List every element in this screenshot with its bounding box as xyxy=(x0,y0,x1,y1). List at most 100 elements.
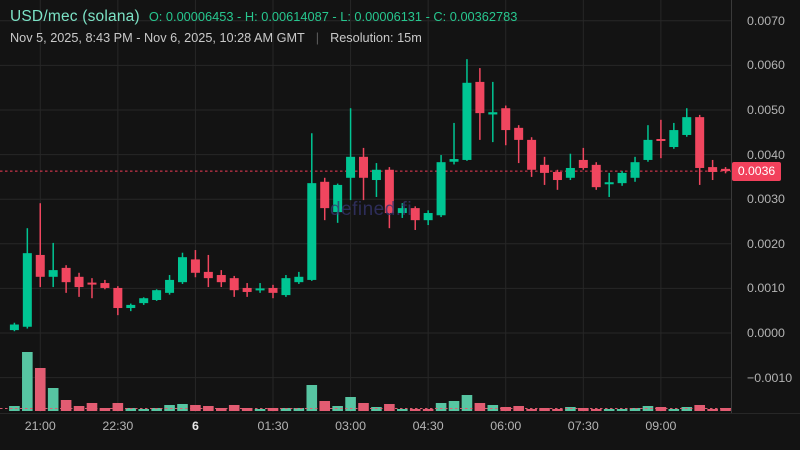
price-axis-label: 0.0000 xyxy=(747,326,785,340)
candle-body xyxy=(617,172,627,184)
volume-bar xyxy=(99,408,111,411)
time-axis[interactable]: 21:00 22:30 6 01:30 03:00 04:30 06:00 07:30 09:0… xyxy=(0,413,800,450)
candle-body xyxy=(708,167,718,172)
candle-body xyxy=(527,139,537,170)
volume-bar xyxy=(397,409,408,411)
chart-header: USD/mec (solana) O: 0.00006453 - H: 0.00… xyxy=(10,8,517,45)
watermark-text: defined.fi xyxy=(330,199,412,220)
volume-bar xyxy=(280,408,292,411)
candle-body xyxy=(74,276,84,288)
volume-bar xyxy=(319,401,331,411)
price-axis-label: 0.0040 xyxy=(747,147,785,162)
candle-body xyxy=(475,81,485,114)
volume-bar xyxy=(616,409,628,411)
volume-bar xyxy=(9,406,20,411)
candle-body xyxy=(203,271,213,279)
candle-body xyxy=(152,290,162,300)
candle-body xyxy=(565,167,575,178)
candle-body xyxy=(346,156,356,178)
volume-bar xyxy=(151,408,162,411)
candle-body xyxy=(552,171,562,181)
time-axis-label: 21:00 xyxy=(24,419,56,433)
volume-bar xyxy=(112,403,124,411)
volume-bar xyxy=(138,409,149,411)
volume-bar xyxy=(293,408,305,411)
volume-bar xyxy=(384,404,395,411)
time-axis-label: 06:00 xyxy=(490,419,522,433)
candle-body xyxy=(630,162,640,178)
volume-bar xyxy=(552,409,563,411)
volume-bar xyxy=(539,408,550,411)
price-axis-label: 0.0010 xyxy=(747,281,785,296)
volume-bar xyxy=(34,368,46,411)
volume-bar xyxy=(345,397,356,411)
volume-bar xyxy=(177,404,188,411)
price-axis-label: 0.0070 xyxy=(747,13,785,28)
volume-bar xyxy=(306,385,318,411)
volume-bar xyxy=(22,352,33,411)
candle-body xyxy=(139,298,149,304)
candle-body xyxy=(229,278,239,291)
candle-body xyxy=(294,276,304,283)
volume-bar xyxy=(694,405,705,411)
time-axis-label: 07:30 xyxy=(567,419,599,433)
volume-bar xyxy=(461,395,473,411)
candle-body xyxy=(604,182,614,185)
candle-body xyxy=(35,254,45,277)
candle-body xyxy=(462,82,472,160)
volume-bar xyxy=(203,406,214,411)
time-axis-label: 01:30 xyxy=(257,419,289,433)
candle-body xyxy=(48,270,58,277)
candle-body xyxy=(578,159,588,168)
price-axis-label: 0.0060 xyxy=(747,58,785,73)
candle-body xyxy=(87,282,97,285)
volume-bar xyxy=(435,403,447,411)
volume-bar xyxy=(603,409,615,411)
volume-bar xyxy=(241,408,253,411)
time-axis-label: 09:00 xyxy=(645,419,677,433)
price-axis-label: −0.0010 xyxy=(747,370,793,385)
volume-bar xyxy=(578,408,589,411)
candle-body xyxy=(371,169,381,181)
candle-body xyxy=(410,208,420,221)
volume-bar xyxy=(254,409,266,411)
volume-bar xyxy=(448,401,460,411)
candle-body xyxy=(307,183,317,280)
price-axis-label: 0.0050 xyxy=(747,103,785,117)
header-separator: | xyxy=(315,31,320,45)
candle-body xyxy=(397,208,407,214)
candle-body xyxy=(22,253,32,327)
candle-body xyxy=(113,287,123,309)
volume-bar xyxy=(668,409,680,411)
candle-body xyxy=(669,130,679,148)
volume-bar xyxy=(409,409,421,411)
symbol-title: USD/mec (solana) xyxy=(10,8,140,25)
candle-body xyxy=(216,275,226,283)
volume-bar xyxy=(590,409,602,411)
candle-body xyxy=(488,112,498,115)
volume-bar xyxy=(267,408,279,411)
volume-bar xyxy=(125,408,137,411)
candle-body xyxy=(177,257,187,283)
volume-bar xyxy=(86,403,98,411)
candle-body xyxy=(268,287,278,293)
candle-body xyxy=(721,168,731,172)
volume-bar xyxy=(422,409,434,411)
volume-bar xyxy=(228,405,240,411)
date-range: Nov 5, 2025, 8:43 PM - Nov 6, 2025, 10:2… xyxy=(10,31,305,45)
volume-bar xyxy=(47,388,59,411)
candle-body xyxy=(682,117,692,135)
candle-body xyxy=(359,156,369,178)
volume-bar xyxy=(526,409,537,411)
candle-body xyxy=(333,184,343,213)
candle-body xyxy=(255,288,265,291)
candle-body xyxy=(9,324,19,331)
volume-bar xyxy=(215,408,227,411)
candle-body xyxy=(643,139,653,160)
candle-body xyxy=(281,278,291,296)
ohlc-legend: O: 0.00006453 - H: 0.00614087 - L: 0.000… xyxy=(148,9,518,24)
candle-body xyxy=(501,108,511,131)
candle-body xyxy=(591,164,601,188)
resolution-label: Resolution: 15m xyxy=(330,31,422,45)
